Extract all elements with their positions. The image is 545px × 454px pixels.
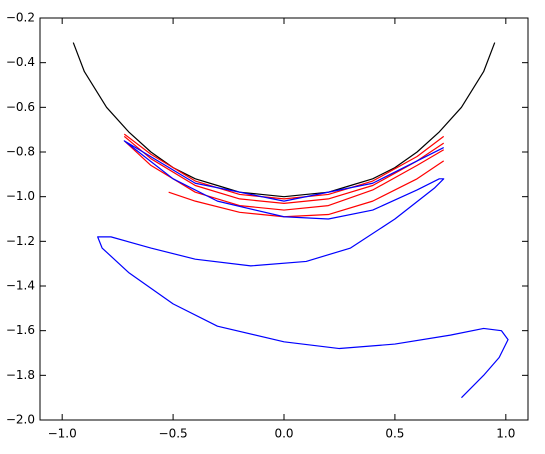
y-tick-label: −0.2 — [6, 11, 35, 25]
y-tick-label: −2.0 — [6, 413, 35, 427]
y-tick-label: −1.6 — [6, 323, 35, 337]
y-tick-label: −1.4 — [6, 279, 35, 293]
y-tick-label: −0.8 — [6, 145, 35, 159]
line-series — [123, 133, 445, 200]
x-tick-label: 0.0 — [274, 427, 293, 441]
y-tick-label: −0.6 — [6, 100, 35, 114]
y-tick-label: −1.2 — [6, 234, 35, 248]
line-series — [72, 42, 496, 198]
line-series — [97, 140, 509, 399]
y-tick-label: −1.0 — [6, 189, 35, 203]
plot-layer — [72, 42, 509, 399]
x-tick-label: −0.5 — [159, 427, 188, 441]
plot-area — [40, 18, 528, 420]
y-tick-label: −0.4 — [6, 55, 35, 69]
line-series — [168, 160, 445, 218]
x-tick-label: −1.0 — [48, 427, 77, 441]
line-series — [123, 135, 445, 204]
line-series — [123, 140, 445, 211]
x-tick-label: 1.0 — [496, 427, 515, 441]
x-tick-label: 0.5 — [385, 427, 404, 441]
y-tick-label: −1.8 — [6, 368, 35, 382]
